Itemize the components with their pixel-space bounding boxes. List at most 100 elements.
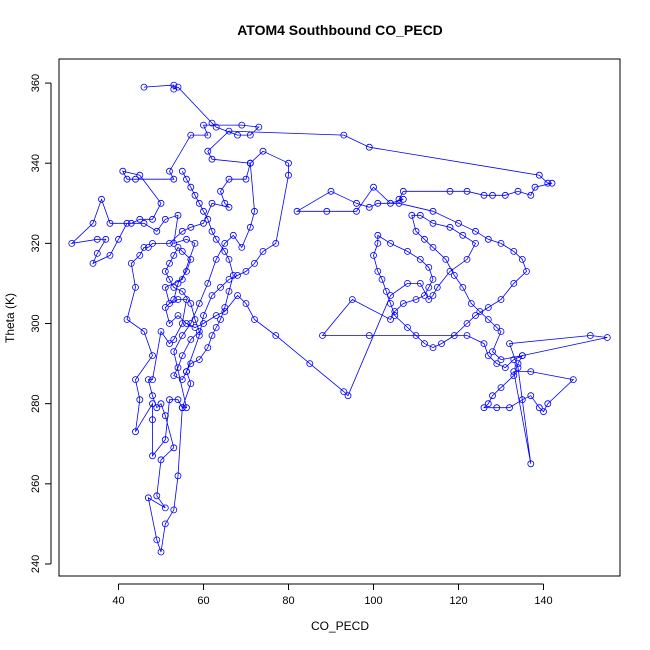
data-point [293, 207, 301, 215]
data-point [106, 219, 114, 227]
data-point [123, 219, 131, 227]
data-point [340, 131, 348, 139]
data-point [234, 271, 241, 279]
data-point [183, 175, 190, 183]
x-tick-label: 100 [364, 595, 382, 607]
data-point [425, 296, 433, 303]
data-point [272, 332, 280, 339]
data-point [157, 328, 165, 335]
data-point [204, 131, 212, 139]
data-point [374, 267, 382, 275]
data-point [429, 275, 437, 283]
data-point [489, 348, 496, 356]
data-point [166, 300, 173, 307]
data-point [234, 292, 241, 299]
data-point [174, 396, 182, 404]
data-point [204, 215, 212, 223]
data-point [387, 239, 394, 247]
data-point [242, 267, 250, 275]
data-point [463, 320, 471, 327]
data-point [170, 348, 178, 356]
data-point [170, 296, 178, 303]
data-point [467, 300, 475, 307]
data-point [429, 292, 437, 299]
data-point [136, 171, 144, 179]
data-point [412, 332, 420, 339]
data-point [225, 175, 233, 183]
data-point [246, 131, 254, 139]
data-point [132, 376, 139, 384]
data-point [395, 199, 403, 207]
data-point [399, 187, 407, 195]
data-point [127, 259, 135, 267]
data-point [484, 235, 492, 243]
data-point [157, 400, 165, 408]
data-point [174, 312, 182, 319]
data-point [187, 183, 195, 191]
data-point [187, 255, 195, 263]
data-point [161, 283, 169, 291]
data-point [149, 376, 156, 384]
data-point [89, 219, 97, 227]
data-point [484, 304, 492, 311]
data-point [187, 223, 195, 231]
data-point [421, 340, 428, 348]
data-point [166, 396, 173, 404]
data-point [153, 536, 161, 544]
data-point [493, 360, 501, 368]
data-point [170, 336, 178, 343]
data-point [123, 316, 131, 323]
data-point [183, 267, 190, 275]
data-point [178, 352, 186, 360]
data-point [119, 167, 127, 175]
data-point [136, 251, 144, 259]
data-point [429, 243, 437, 251]
data-point [255, 123, 263, 131]
data-point [285, 171, 292, 179]
x-axis: 40 60 80 100 120 140 [112, 583, 553, 607]
data-point [204, 279, 212, 287]
data-point [187, 336, 195, 343]
data-point [429, 219, 437, 227]
data-point [480, 404, 488, 412]
data-point [178, 404, 186, 412]
data-point [183, 320, 190, 327]
data-point [170, 444, 178, 452]
data-point [191, 191, 199, 199]
data-point [187, 380, 195, 388]
data-point [455, 219, 462, 227]
data-point [442, 255, 450, 263]
data-point [327, 187, 335, 195]
data-point [200, 320, 207, 327]
data-point [217, 187, 224, 195]
data-point [387, 316, 394, 323]
data-point [153, 492, 161, 500]
data-point [161, 436, 169, 444]
data-point [404, 247, 411, 255]
data-point [178, 287, 186, 295]
data-point [144, 376, 152, 384]
data-point [140, 83, 148, 91]
data-point [178, 320, 186, 327]
data-point [149, 239, 156, 247]
x-tick-label: 40 [112, 595, 124, 607]
data-point [399, 195, 407, 203]
data-point [149, 352, 156, 360]
data-point [518, 352, 526, 360]
data-point [510, 247, 518, 255]
data-point [174, 296, 182, 303]
data-point [242, 300, 250, 307]
data-point [208, 199, 216, 207]
data-point [259, 247, 267, 255]
data-point [149, 452, 156, 460]
data-point [174, 364, 182, 372]
data-point [157, 456, 165, 464]
y-tick-label: 260 [30, 475, 42, 493]
data-point [234, 131, 241, 139]
data-point [472, 227, 479, 235]
data-point [433, 283, 441, 291]
data-point [459, 283, 467, 291]
data-point [353, 207, 360, 215]
data-point [416, 279, 424, 287]
